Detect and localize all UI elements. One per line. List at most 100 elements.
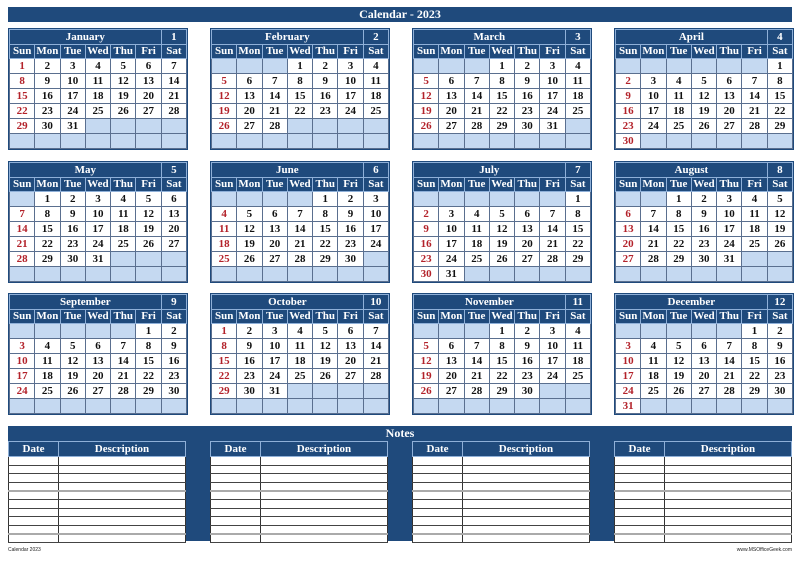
day-cell[interactable]: 21 [286,236,314,252]
day-cell[interactable]: 27 [614,251,642,267]
day-cell[interactable]: 10 [362,206,390,222]
day-cell[interactable]: 25 [110,236,137,252]
day-cell[interactable]: 13 [438,88,465,104]
day-cell[interactable]: 5 [412,73,440,89]
day-cell[interactable]: 15 [135,353,162,369]
day-cell[interactable]: 2 [514,58,541,74]
day-cell[interactable]: 6 [261,206,288,222]
day-cell[interactable]: 15 [8,88,36,104]
day-cell[interactable] [261,266,288,282]
day-cell[interactable]: 21 [716,368,743,384]
day-cell[interactable]: 24 [539,103,566,119]
note-description-cell[interactable] [260,456,388,466]
day-cell[interactable] [210,58,238,74]
day-cell[interactable] [539,266,566,282]
day-cell[interactable]: 28 [463,383,490,399]
day-cell[interactable]: 16 [766,353,794,369]
day-cell[interactable]: 10 [59,73,86,89]
day-cell[interactable] [614,191,642,207]
day-cell[interactable]: 8 [741,338,768,354]
day-cell[interactable]: 1 [564,191,592,207]
day-cell[interactable]: 30 [236,383,263,399]
day-cell[interactable]: 26 [412,118,440,134]
day-cell[interactable]: 27 [84,383,112,399]
note-date-cell[interactable] [614,499,665,509]
day-cell[interactable]: 5 [488,206,516,222]
day-cell[interactable]: 20 [614,236,642,252]
day-cell[interactable]: 5 [110,58,137,74]
day-cell[interactable]: 22 [564,236,592,252]
day-cell[interactable]: 21 [539,236,566,252]
day-cell[interactable]: 10 [337,73,364,89]
note-description-cell[interactable] [58,490,186,500]
day-cell[interactable]: 30 [514,383,541,399]
day-cell[interactable]: 9 [690,206,718,222]
day-cell[interactable] [690,266,718,282]
day-cell[interactable]: 5 [236,206,263,222]
day-cell[interactable]: 1 [312,191,339,207]
day-cell[interactable] [337,118,364,134]
day-cell[interactable] [539,383,566,399]
day-cell[interactable]: 8 [8,73,36,89]
day-cell[interactable]: 11 [362,73,390,89]
day-cell[interactable]: 4 [741,191,768,207]
day-cell[interactable]: 4 [34,338,61,354]
day-cell[interactable]: 18 [362,88,390,104]
day-cell[interactable] [84,133,112,149]
day-cell[interactable]: 5 [690,73,718,89]
day-cell[interactable]: 24 [362,236,390,252]
day-cell[interactable]: 13 [614,221,642,237]
day-cell[interactable] [640,266,667,282]
day-cell[interactable]: 20 [135,88,162,104]
day-cell[interactable] [286,398,314,414]
day-cell[interactable] [312,133,339,149]
day-cell[interactable] [463,266,490,282]
day-cell[interactable]: 9 [514,73,541,89]
day-cell[interactable]: 18 [286,353,314,369]
day-cell[interactable]: 8 [665,206,692,222]
day-cell[interactable]: 9 [614,88,642,104]
day-cell[interactable]: 16 [34,88,61,104]
day-cell[interactable]: 14 [362,338,390,354]
day-cell[interactable]: 6 [438,338,465,354]
day-cell[interactable]: 30 [412,266,440,282]
day-cell[interactable]: 19 [488,236,516,252]
day-cell[interactable] [640,133,667,149]
day-cell[interactable]: 10 [261,338,288,354]
day-cell[interactable]: 29 [312,251,339,267]
day-cell[interactable]: 18 [640,368,667,384]
day-cell[interactable]: 8 [210,338,238,354]
day-cell[interactable]: 4 [84,58,112,74]
day-cell[interactable] [236,58,263,74]
day-cell[interactable] [261,133,288,149]
day-cell[interactable]: 9 [766,338,794,354]
day-cell[interactable]: 14 [640,221,667,237]
day-cell[interactable] [84,266,112,282]
day-cell[interactable]: 5 [665,338,692,354]
day-cell[interactable]: 4 [564,323,592,339]
day-cell[interactable]: 3 [716,191,743,207]
note-description-cell[interactable] [664,533,792,543]
day-cell[interactable] [362,133,390,149]
day-cell[interactable] [640,323,667,339]
note-description-cell[interactable] [462,465,590,475]
note-date-cell[interactable] [210,516,261,526]
day-cell[interactable] [412,398,440,414]
day-cell[interactable] [110,323,137,339]
day-cell[interactable]: 17 [640,103,667,119]
day-cell[interactable]: 6 [135,58,162,74]
day-cell[interactable]: 30 [34,118,61,134]
day-cell[interactable]: 5 [312,323,339,339]
day-cell[interactable]: 10 [438,221,465,237]
day-cell[interactable]: 8 [488,338,516,354]
day-cell[interactable]: 22 [741,368,768,384]
day-cell[interactable]: 31 [614,398,642,414]
day-cell[interactable]: 25 [741,236,768,252]
day-cell[interactable] [160,266,188,282]
day-cell[interactable] [286,191,314,207]
day-cell[interactable]: 28 [110,383,137,399]
day-cell[interactable] [110,266,137,282]
day-cell[interactable]: 18 [564,88,592,104]
day-cell[interactable]: 22 [665,236,692,252]
day-cell[interactable]: 7 [716,338,743,354]
